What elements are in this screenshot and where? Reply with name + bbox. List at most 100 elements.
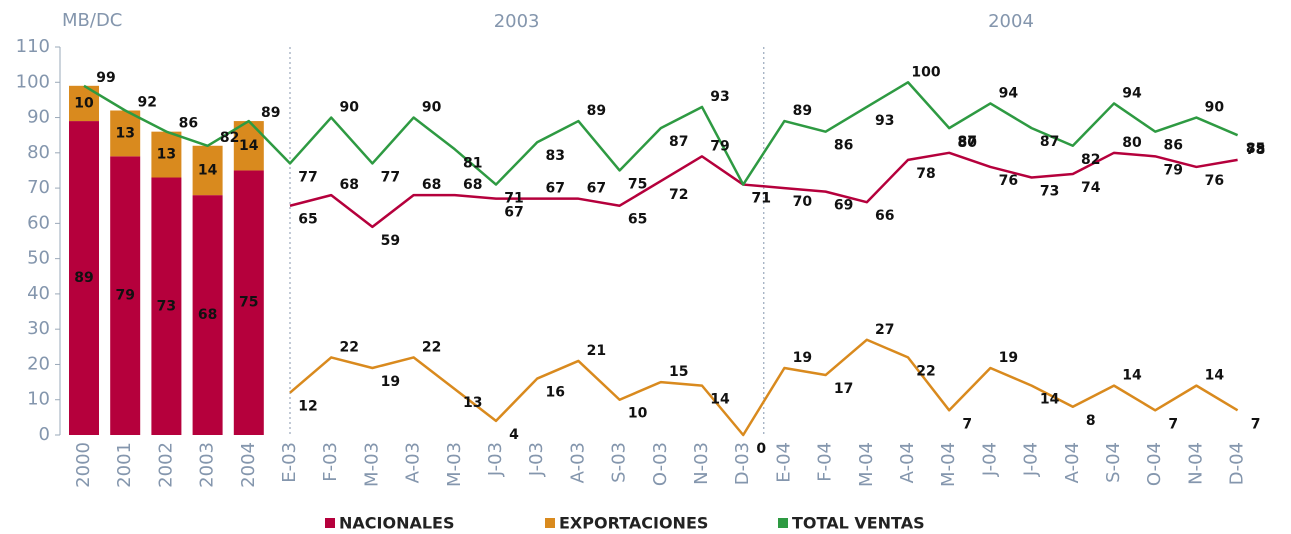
x-tick-label: F-03 bbox=[320, 442, 341, 482]
data-label: 92 bbox=[137, 94, 156, 110]
group-label: 2004 bbox=[988, 11, 1034, 32]
bar bbox=[233, 170, 264, 436]
data-label: 94 bbox=[1122, 85, 1142, 101]
data-label: 67 bbox=[587, 181, 606, 197]
data-label: 79 bbox=[115, 288, 134, 304]
x-tick-label: J-03 bbox=[485, 442, 506, 477]
data-label: 80 bbox=[1122, 135, 1142, 151]
data-label: 22 bbox=[916, 363, 935, 379]
data-label: 13 bbox=[157, 147, 176, 163]
data-label: 68 bbox=[198, 307, 217, 323]
data-label: 0 bbox=[756, 441, 766, 457]
data-label: 10 bbox=[628, 406, 648, 422]
x-tick-label: M-03 bbox=[361, 442, 382, 487]
data-label: 93 bbox=[875, 113, 894, 129]
legend-label: NACIONALES bbox=[339, 514, 455, 533]
legend-swatch bbox=[325, 518, 335, 528]
x-tick-label: A-04 bbox=[1062, 442, 1083, 483]
data-label: 68 bbox=[422, 177, 441, 193]
data-label: 67 bbox=[504, 205, 523, 221]
data-label: 67 bbox=[545, 181, 564, 197]
data-label: 90 bbox=[339, 100, 359, 116]
data-label: 17 bbox=[834, 381, 853, 397]
data-label: 69 bbox=[834, 198, 853, 214]
bar bbox=[192, 195, 223, 435]
data-label: 19 bbox=[999, 350, 1018, 366]
data-label: 87 bbox=[1040, 134, 1059, 150]
line bbox=[289, 151, 1238, 229]
x-tick-label: J-03 bbox=[526, 442, 547, 477]
line bbox=[289, 338, 1239, 437]
x-tick-label: 2000 bbox=[73, 442, 94, 488]
data-label: 93 bbox=[710, 89, 729, 105]
data-label: 7 bbox=[1168, 416, 1178, 432]
bar bbox=[151, 131, 182, 178]
data-label: 12 bbox=[298, 399, 317, 415]
legend-label: EXPORTACIONES bbox=[559, 514, 708, 533]
data-label: 14 bbox=[198, 162, 218, 178]
data-label: 7 bbox=[1251, 416, 1261, 432]
x-tick-label: J-04 bbox=[979, 442, 1000, 477]
x-tick-label: M-04 bbox=[938, 442, 959, 487]
data-label: 71 bbox=[751, 191, 770, 207]
legend-swatch bbox=[778, 518, 788, 528]
y-tick-label: 60 bbox=[27, 212, 50, 233]
data-label: 65 bbox=[628, 212, 647, 228]
data-label: 19 bbox=[381, 374, 400, 390]
data-label: 82 bbox=[1081, 152, 1100, 168]
data-label: 10 bbox=[74, 95, 94, 111]
bar bbox=[110, 156, 141, 435]
data-label: 76 bbox=[999, 173, 1018, 189]
y-tick-label: 100 bbox=[16, 71, 50, 92]
data-label: 22 bbox=[339, 339, 358, 355]
data-label: 4 bbox=[509, 427, 519, 443]
data-label: 77 bbox=[298, 169, 317, 185]
data-label: 13 bbox=[463, 395, 482, 411]
y-tick-label: 70 bbox=[27, 177, 50, 198]
x-tick-label: D-04 bbox=[1227, 442, 1248, 485]
data-label: 72 bbox=[669, 187, 688, 203]
y-tick-label: 20 bbox=[27, 353, 50, 374]
data-label: 14 bbox=[1122, 368, 1142, 384]
data-label: 83 bbox=[545, 148, 564, 164]
data-label: 78 bbox=[1246, 142, 1265, 158]
bar bbox=[233, 121, 264, 171]
data-label: 90 bbox=[1205, 100, 1225, 116]
data-label: 14 bbox=[239, 138, 259, 154]
data-label: 14 bbox=[1040, 392, 1060, 408]
data-label: 77 bbox=[381, 169, 400, 185]
data-label: 79 bbox=[710, 138, 729, 154]
y-tick-label: 10 bbox=[27, 389, 50, 410]
data-label: 65 bbox=[298, 212, 317, 228]
y-tick-label: 40 bbox=[27, 283, 50, 304]
data-label: 15 bbox=[669, 364, 688, 380]
data-label: 78 bbox=[916, 166, 935, 182]
data-label: 86 bbox=[179, 116, 198, 132]
bar bbox=[192, 145, 223, 196]
data-label: 66 bbox=[875, 208, 894, 224]
data-label: 89 bbox=[587, 103, 606, 119]
y-tick-label: 80 bbox=[27, 142, 50, 163]
x-tick-label: M-03 bbox=[444, 442, 465, 487]
x-tick-label: A-04 bbox=[897, 442, 918, 483]
data-label: 87 bbox=[669, 134, 688, 150]
data-label: 75 bbox=[628, 176, 647, 192]
data-label: 80 bbox=[957, 135, 977, 151]
data-label: 89 bbox=[793, 103, 812, 119]
data-label: 81 bbox=[463, 155, 482, 171]
legend-label: TOTAL VENTAS bbox=[792, 514, 925, 533]
data-label: 89 bbox=[261, 105, 280, 121]
x-tick-label: E-04 bbox=[773, 442, 794, 483]
x-tick-label: S-03 bbox=[609, 442, 630, 483]
data-label: 75 bbox=[239, 295, 258, 311]
x-tick-label: S-04 bbox=[1103, 442, 1124, 483]
data-label: 87 bbox=[957, 134, 976, 150]
data-label: 99 bbox=[96, 70, 115, 86]
y-tick-label: 110 bbox=[16, 36, 50, 57]
data-label: 86 bbox=[834, 138, 853, 154]
x-tick-label: 2001 bbox=[114, 442, 135, 488]
data-label: 68 bbox=[463, 177, 482, 193]
data-label: 73 bbox=[157, 298, 176, 314]
x-tick-label: F-04 bbox=[815, 442, 836, 482]
